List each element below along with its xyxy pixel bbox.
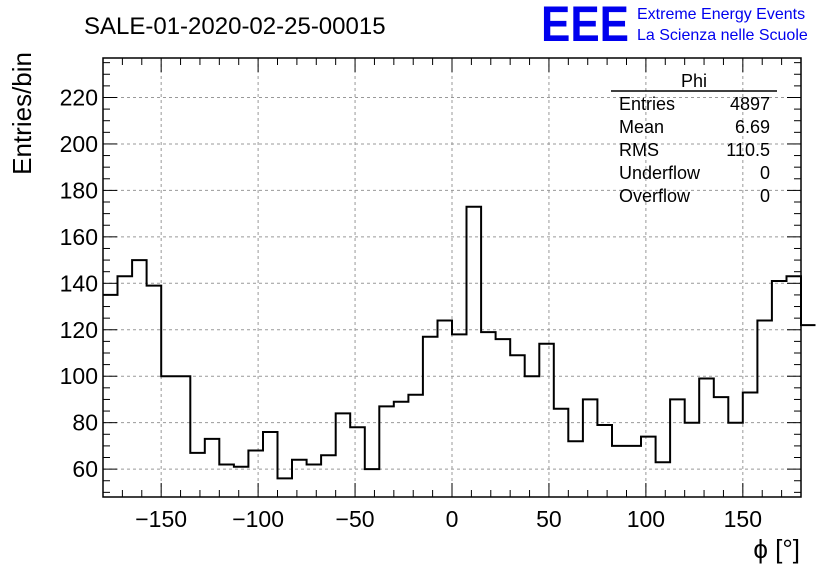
eee-logo: EEE Extreme Energy Events La Scienza nel…: [541, 0, 808, 52]
grid: [103, 58, 801, 497]
histogram-bin: [757, 320, 772, 497]
stats-label: Mean: [619, 117, 664, 137]
chart-title: SALE-01-2020-02-25-00015: [84, 13, 386, 40]
histogram-bin: [118, 276, 133, 497]
x-tick-label: 150: [724, 506, 762, 532]
histogram-bin: [394, 402, 409, 497]
histogram-bin: [612, 446, 627, 497]
y-tick-label: 60: [72, 456, 98, 482]
histogram-bin: [452, 334, 467, 497]
y-tick-label: 100: [60, 363, 98, 389]
axis-ticks: [103, 58, 801, 497]
histogram-bin: [292, 460, 307, 497]
logo-line-1: Extreme Energy Events: [637, 6, 805, 23]
y-tick-label: 200: [60, 131, 98, 157]
histogram-bin: [699, 379, 714, 497]
x-tick-label: 50: [536, 506, 562, 532]
histogram-bin: [307, 464, 322, 497]
histogram-bin: [132, 260, 147, 497]
histogram-bin: [627, 446, 642, 497]
y-tick-label: 120: [60, 317, 98, 343]
histogram-bin: [656, 462, 671, 497]
y-tick-label: 220: [60, 84, 98, 110]
y-tick-labels: 60 80 100 120 140 160 180 200 220: [60, 84, 98, 482]
stats-value: 0: [760, 186, 770, 206]
x-axis-label: ϕ [°]: [753, 534, 800, 564]
stats-value: 6.69: [735, 117, 770, 137]
x-tick-label: −50: [336, 506, 375, 532]
histogram-bin: [728, 423, 743, 497]
y-tick-label: 160: [60, 224, 98, 250]
x-tick-label: 0: [446, 506, 459, 532]
stats-label: Entries: [619, 94, 675, 114]
histogram-bin: [176, 376, 191, 497]
histogram-bin: [278, 478, 293, 497]
histogram-bin: [248, 451, 263, 497]
x-tick-label: 100: [627, 506, 665, 532]
histogram-bin: [408, 395, 423, 497]
histogram-bin: [321, 455, 336, 497]
histogram-bin: [219, 464, 234, 497]
histogram-bin: [423, 337, 438, 497]
histogram-outline: [103, 205, 816, 480]
logo-mark: EEE: [541, 0, 629, 52]
histogram-bin: [263, 432, 278, 497]
histogram-bin: [772, 281, 787, 497]
histogram-bin: [205, 439, 220, 497]
stats-rows: Entries 4897 Mean 6.69 RMS 110.5 Underflow 0 Ove…: [619, 94, 770, 206]
histogram-bin: [350, 427, 365, 497]
histogram-bin: [597, 425, 612, 497]
x-tick-label: −150: [135, 506, 187, 532]
x-tick-label: −100: [232, 506, 284, 532]
histogram-bin: [147, 286, 162, 497]
logo-line-2: La Scienza nelle Scuole: [637, 27, 808, 44]
stats-label: RMS: [619, 140, 659, 160]
stats-value: 4897: [730, 94, 770, 114]
histogram-bin: [234, 467, 249, 497]
stats-value: 0: [760, 163, 770, 183]
histogram-bin: [539, 344, 554, 497]
histogram-bin: [714, 397, 729, 497]
histogram-bin: [336, 413, 351, 497]
stats-value: 110.5: [726, 140, 770, 160]
histogram-bin: [670, 399, 685, 497]
histogram-bin: [510, 355, 525, 497]
histogram-bin: [685, 423, 700, 497]
stats-label: Underflow: [619, 163, 701, 183]
histogram-bin: [437, 320, 452, 497]
stats-box: Phi Entries 4897 Mean 6.69 RMS 110.5 Underflow…: [611, 71, 777, 206]
histogram-series: [103, 205, 816, 497]
histogram-bin: [467, 207, 482, 497]
y-tick-label: 140: [60, 270, 98, 296]
histogram-bin: [583, 399, 598, 497]
y-tick-label: 80: [72, 410, 98, 436]
histogram-bin: [641, 437, 656, 497]
stats-title: Phi: [681, 71, 707, 91]
histogram-bin: [743, 392, 758, 497]
histogram-bin: [801, 325, 816, 497]
histogram-bin: [379, 406, 394, 497]
x-tick-labels: −150 −100 −50 0 50 100 150: [135, 506, 762, 532]
histogram-bin: [554, 409, 569, 497]
histogram-bin: [786, 276, 801, 497]
histogram-bin: [525, 376, 540, 497]
histogram-bin: [496, 339, 511, 497]
y-axis-label: Entries/bin: [7, 52, 37, 175]
histogram-bin: [161, 376, 176, 497]
stats-label: Overflow: [619, 186, 691, 206]
histogram-bin: [365, 469, 380, 497]
y-tick-label: 180: [60, 177, 98, 203]
histogram-bin: [568, 441, 583, 497]
histogram-bin: [103, 295, 118, 497]
histogram-bin: [481, 332, 496, 497]
histogram-bin: [190, 453, 205, 497]
